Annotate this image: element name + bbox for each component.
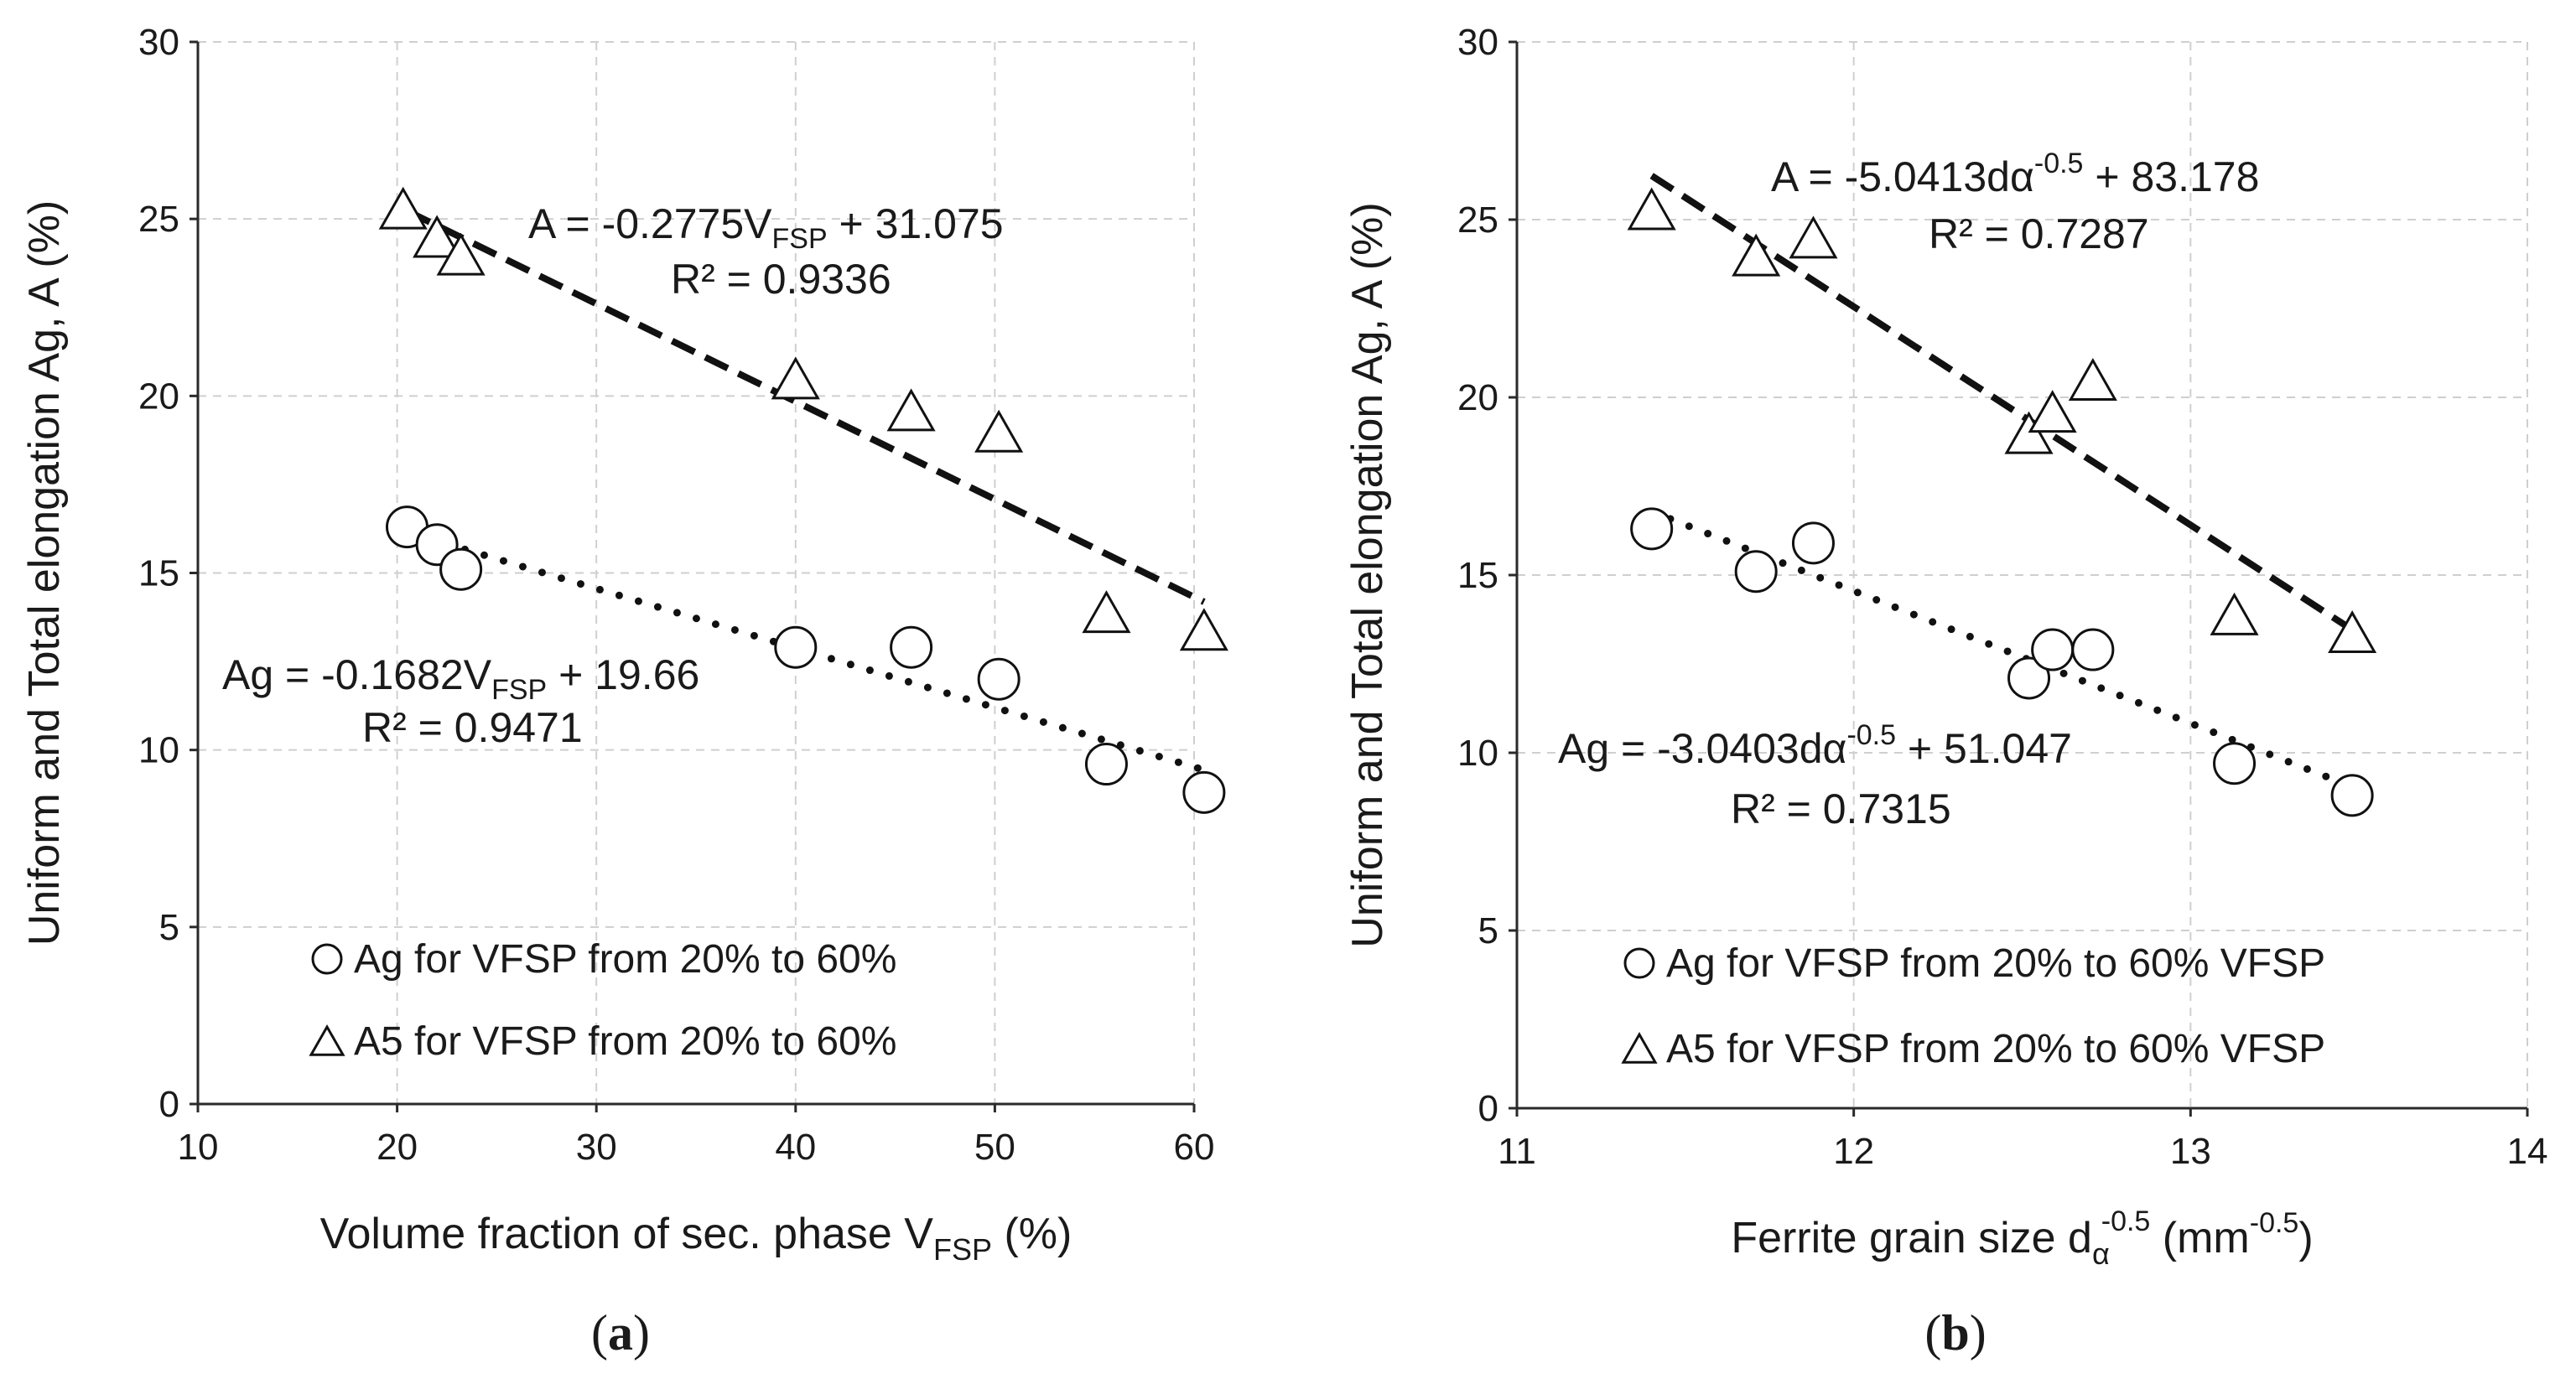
data-point-circle [2071, 628, 2115, 671]
data-point-circle [977, 657, 1021, 701]
trendline-r2: R² = 0.7287 [1929, 210, 2149, 257]
data-point-triangle [378, 186, 428, 230]
data-point-circle [890, 625, 933, 669]
data-point-circle [1734, 550, 1778, 594]
y-tick-label: 20 [1457, 377, 1498, 418]
legend-marker-circle [311, 943, 343, 975]
trendline-equation: A = -5.0413dα-0.5 + 83.178 [1771, 148, 2259, 200]
data-point-circle [2031, 628, 2075, 671]
y-tick-label: 5 [1478, 910, 1498, 951]
chart-panel-b: 0 5 10 15 20 25 30 11 12 13 14 Uniform and Total el… [1343, 22, 2547, 1361]
x-tick-label: 11 [1498, 1131, 1536, 1172]
x-tick-label: 50 [974, 1127, 1015, 1168]
data-point-triangle [771, 356, 820, 400]
y-tick-label: 30 [1457, 22, 1498, 63]
x-tick-label: 40 [775, 1127, 816, 1168]
legend-marker-triangle [1621, 1031, 1658, 1064]
legend-label: A5 for VFSP from 20% to 60% [354, 1019, 896, 1064]
legend-marker-circle [1623, 947, 1655, 979]
data-point-triangle [886, 388, 936, 432]
data-point-circle [1182, 770, 1226, 814]
panel-caption: (b) [1924, 1305, 1986, 1361]
panel-caption: (a) [591, 1305, 650, 1361]
x-tick-label: 60 [1174, 1127, 1215, 1168]
trendline-ag [402, 528, 1208, 774]
data-point-circle [1630, 507, 1674, 551]
data-point-triangle [2068, 358, 2117, 401]
y-tick-label: 20 [138, 376, 179, 417]
y-axis-title: Uniform and Total elongation Ag, A (%) [20, 200, 69, 946]
data-point-triangle [436, 232, 486, 276]
y-tick-label: 10 [1457, 733, 1498, 774]
data-point-triangle [2004, 411, 2054, 454]
data-point-circle [774, 625, 818, 669]
trendline-r2: R² = 0.9336 [671, 256, 891, 303]
data-point-triangle [1179, 608, 1228, 651]
trendline-a [1649, 173, 2355, 633]
data-point-triangle [1789, 215, 1838, 259]
data-point-triangle [413, 215, 462, 258]
data-point-circle [1084, 743, 1128, 786]
data-point-circle [2330, 774, 2374, 817]
y-tick-label: 25 [138, 199, 179, 240]
trendline-ag [1648, 507, 2356, 791]
trendline-r2: R² = 0.9471 [362, 704, 583, 751]
data-point-circle [439, 547, 483, 591]
trendline-equation: Ag = -3.0403dα-0.5 + 51.047 [1558, 719, 2072, 772]
legend-label: Ag for VFSP from 20% to 60% [354, 937, 896, 982]
legend-label: Ag for VFSP from 20% to 60% VFSP [1666, 941, 2325, 986]
x-axis-title: Ferrite grain size dα-0.5 (mm-0.5) [1731, 1205, 2313, 1271]
data-point-circle [2213, 742, 2257, 785]
legend-label: A5 for VFSP from 20% to 60% VFSP [1666, 1027, 2325, 1071]
x-tick-label: 10 [178, 1127, 219, 1168]
data-point-triangle [1627, 187, 1676, 231]
y-tick-label: 5 [159, 907, 179, 948]
legend-marker-triangle [309, 1024, 345, 1056]
y-tick-label: 15 [1457, 555, 1498, 596]
data-point-circle [2007, 656, 2051, 700]
data-point-triangle [2210, 592, 2259, 635]
chart-panel-a: 0 5 10 15 20 25 30 10 20 30 40 50 60 Uniform and Tota… [20, 22, 1228, 1361]
y-tick-label: 25 [1457, 200, 1498, 241]
x-axis-title: Volume fraction of sec. phase VFSP (%) [320, 1210, 1072, 1267]
y-tick-label: 15 [138, 553, 179, 594]
trendline-equation: Ag = -0.1682VFSP + 19.66 [222, 651, 699, 706]
y-tick-label: 0 [1478, 1088, 1498, 1129]
data-point-triangle [1732, 233, 1781, 277]
y-tick-label: 0 [159, 1084, 179, 1125]
data-point-circle [1791, 521, 1835, 565]
data-point-triangle [974, 409, 1024, 453]
x-tick-label: 13 [2170, 1131, 2211, 1172]
trendline-equation: A = -0.2775VFSP + 31.075 [528, 200, 1004, 255]
x-tick-label: 12 [1833, 1131, 1874, 1172]
x-tick-label: 20 [377, 1127, 418, 1168]
data-point-triangle [2028, 390, 2077, 433]
y-axis-title: Uniform and Total elongation Ag, A (%) [1343, 202, 1392, 947]
y-tick-label: 30 [138, 22, 179, 63]
x-tick-label: 14 [2507, 1131, 2548, 1172]
trendline-a [405, 208, 1206, 605]
data-point-triangle [1082, 590, 1131, 634]
data-point-triangle [2328, 610, 2377, 654]
y-tick-label: 10 [138, 730, 179, 771]
trendline-r2: R² = 0.7315 [1731, 785, 1951, 832]
x-tick-label: 30 [576, 1127, 617, 1168]
